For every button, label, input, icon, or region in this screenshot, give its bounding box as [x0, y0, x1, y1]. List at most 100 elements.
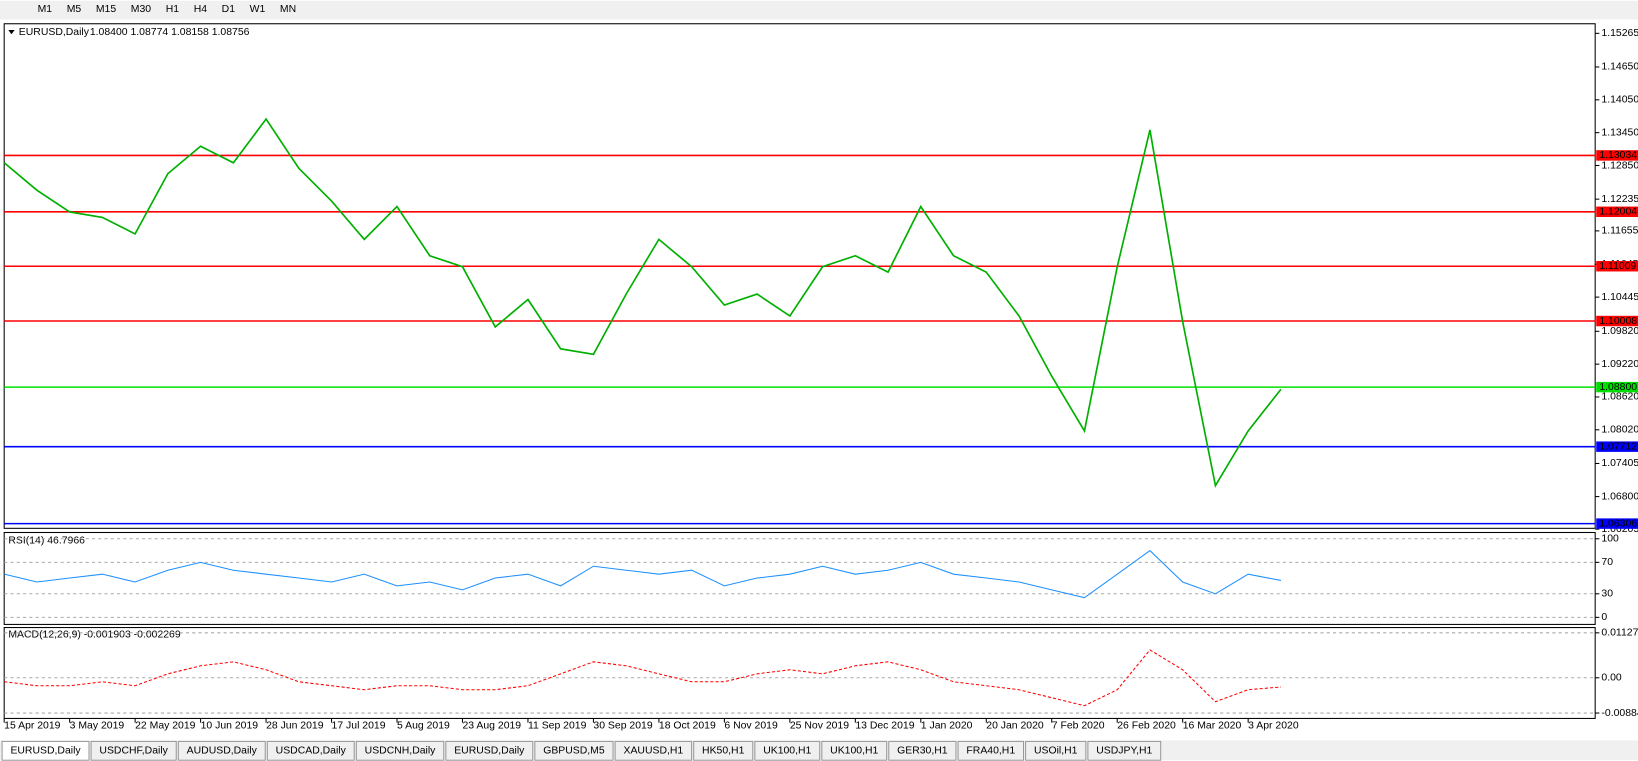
x-tick-label: 23 Aug 2019: [462, 721, 521, 732]
x-tick-label: 13 Dec 2019: [855, 721, 914, 732]
tab-label[interactable]: GBPUSD,M5: [543, 746, 605, 757]
y-tick-label: 1.08620: [1601, 392, 1638, 403]
y-tick-label: 70: [1601, 557, 1613, 568]
tab[interactable]: [693, 740, 754, 761]
x-tick-label: 20 Jan 2020: [986, 721, 1044, 732]
tab[interactable]: [1025, 740, 1087, 761]
level-tag: [1596, 441, 1638, 452]
x-tick-label: 6 Nov 2019: [724, 721, 778, 732]
tab-label[interactable]: USDCHF,Daily: [99, 746, 168, 757]
tab-label[interactable]: USDCAD,Daily: [276, 746, 347, 757]
x-tick-label: 17 Jul 2019: [332, 721, 386, 732]
tab[interactable]: [90, 740, 177, 761]
tab-label[interactable]: EURUSD,Daily: [10, 746, 81, 757]
tab-label[interactable]: GER30,H1: [897, 746, 948, 757]
y-tick-label: 1.07405: [1601, 458, 1638, 469]
x-tick-label: 3 May 2019: [70, 721, 125, 732]
x-tick-label: 16 Mar 2020: [1183, 721, 1242, 732]
tab-label[interactable]: EURUSD,Daily: [454, 746, 525, 757]
tab-label[interactable]: USOil,H1: [1034, 746, 1078, 757]
chart-quote: 1.08400 1.08774 1.08158 1.08756: [90, 27, 250, 38]
tab-label[interactable]: HK50,H1: [702, 746, 745, 757]
tab[interactable]: [534, 740, 614, 761]
macd-panel: [3, 627, 1596, 719]
series-line: [4, 549, 1282, 599]
timeframe-button[interactable]: M15: [96, 4, 116, 15]
collapse-icon: [8, 30, 15, 35]
tab-label[interactable]: UK100,H1: [830, 746, 878, 757]
macd-title: MACD(12,26,9) -0.001903 -0.002269: [8, 630, 181, 641]
level-tag: [1596, 518, 1638, 529]
timeframe-button[interactable]: W1: [250, 4, 266, 15]
timeframe-button[interactable]: H4: [194, 4, 208, 15]
timeframe-button[interactable]: H1: [166, 4, 180, 15]
x-tick-label: 1 Jan 2020: [921, 721, 973, 732]
tab[interactable]: [957, 740, 1025, 761]
series-line: [4, 649, 1281, 707]
series-line: [3, 117, 1282, 488]
y-tick-label: 1.06205: [1601, 524, 1638, 535]
level-tag: [1596, 261, 1638, 272]
timeframe-button[interactable]: M1: [38, 4, 53, 15]
tab[interactable]: [177, 740, 266, 761]
level-label: 1.13034: [1599, 150, 1637, 161]
tab-label[interactable]: UK100,H1: [763, 746, 811, 757]
y-tick-label: 1.10445: [1601, 292, 1638, 303]
level-label: 1.11009: [1599, 261, 1636, 272]
x-tick-label: 10 Jun 2019: [201, 721, 259, 732]
x-tick-label: 7 Feb 2020: [1052, 721, 1105, 732]
y-tick-label: 0: [1601, 612, 1607, 623]
tab-label[interactable]: XAUUSD,H1: [623, 746, 683, 757]
chart-title: EURUSD,Daily: [19, 27, 90, 38]
tab-label[interactable]: USDCNH,Daily: [365, 746, 437, 757]
tab-label[interactable]: FRA40,H1: [966, 746, 1015, 757]
y-tick-label: 1.14650: [1601, 62, 1638, 73]
x-tick-label: 18 Oct 2019: [659, 721, 716, 732]
level-label: 1.06306: [1599, 518, 1637, 529]
y-tick-label: 1.12235: [1601, 194, 1638, 205]
x-tick-label: 3 Apr 2020: [1248, 721, 1299, 732]
tab-label[interactable]: AUDUSD,Daily: [187, 746, 258, 757]
tab[interactable]: [821, 740, 888, 761]
y-tick-label: 1.13450: [1601, 127, 1638, 138]
level-label: 1.08800: [1599, 382, 1637, 393]
timeframe-button[interactable]: M5: [67, 4, 82, 15]
x-tick-label: 15 Apr 2019: [4, 721, 60, 732]
level-tag: [1596, 315, 1638, 327]
level-label: 1.07712: [1599, 441, 1637, 452]
y-tick-label: 1.06800: [1601, 491, 1638, 502]
x-tick-label: 11 Sep 2019: [528, 721, 587, 732]
tab[interactable]: [445, 740, 534, 761]
tab[interactable]: [754, 740, 821, 761]
level-tag: [1596, 150, 1638, 161]
toolbar: [0, 0, 1638, 20]
x-tick-label: 25 Nov 2019: [790, 721, 849, 732]
tab[interactable]: [1, 740, 90, 761]
x-tick-label: 22 May 2019: [135, 721, 196, 732]
timeframe-button[interactable]: MN: [280, 4, 296, 15]
tab[interactable]: [888, 740, 957, 761]
y-tick-label: 100: [1601, 534, 1619, 545]
x-tick-label: 26 Feb 2020: [1117, 721, 1176, 732]
y-tick-label: 1.09220: [1601, 359, 1638, 370]
chart-window: [0, 19, 1638, 741]
timeframe-button[interactable]: M30: [131, 4, 151, 15]
rsi-panel: [3, 531, 1596, 625]
x-tick-label: 28 Jun 2019: [266, 721, 324, 732]
tab[interactable]: [614, 740, 693, 761]
main-panel: [3, 23, 1596, 529]
y-tick-label: 1.09820: [1601, 326, 1638, 337]
timeframe-button[interactable]: D1: [222, 4, 236, 15]
tab-label[interactable]: USDJPY,H1: [1096, 746, 1152, 757]
rsi-title: RSI(14) 46.7966: [8, 536, 85, 547]
y-tick-label: 0.011277: [1601, 628, 1638, 639]
y-tick-label: 30: [1601, 589, 1613, 600]
y-tick-label: 1.08020: [1601, 425, 1638, 436]
y-tick-label: 1.15265: [1601, 28, 1638, 39]
level-label: 1.12004: [1599, 207, 1637, 218]
tab[interactable]: [355, 740, 445, 761]
tab[interactable]: [266, 740, 355, 761]
tab[interactable]: [1087, 740, 1162, 761]
y-tick-label: 0.00: [1601, 673, 1622, 684]
